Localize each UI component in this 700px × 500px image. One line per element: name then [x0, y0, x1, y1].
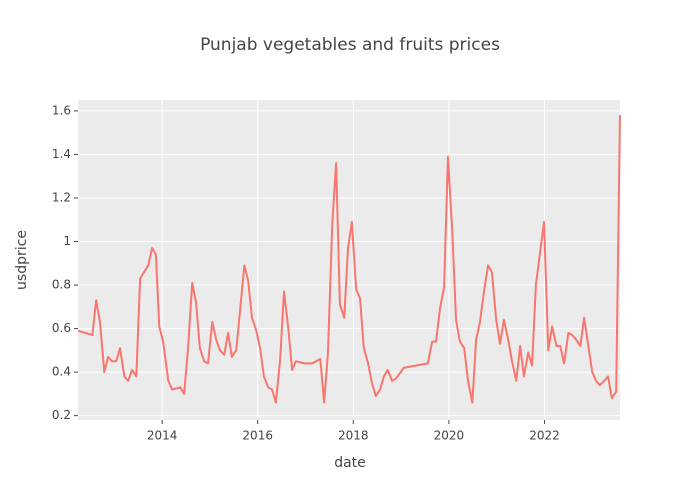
x-axis-title: date: [334, 455, 366, 471]
x-tick-label: 2022: [529, 429, 560, 443]
x-tick-label: 2014: [147, 429, 178, 443]
x-tick-label: 2016: [242, 429, 273, 443]
x-tick-label: 2020: [434, 429, 465, 443]
data-line: [77, 115, 621, 404]
y-tick-label: 1.6: [52, 103, 71, 117]
plot-area: [78, 100, 620, 420]
x-tick-label: 2018: [338, 429, 369, 443]
y-tick-label: 0.4: [52, 365, 71, 379]
y-tick-label: 1.4: [52, 147, 71, 161]
y-tick-label: 1: [63, 234, 71, 248]
y-tick-label: 1.2: [52, 190, 71, 204]
y-axis-title: usdprice: [14, 230, 30, 290]
y-tick-label: 0.2: [52, 408, 71, 422]
y-tick-label: 0.8: [52, 278, 71, 292]
y-tick-label: 0.6: [52, 321, 71, 335]
chart-title: Punjab vegetables and fruits prices: [200, 35, 500, 55]
